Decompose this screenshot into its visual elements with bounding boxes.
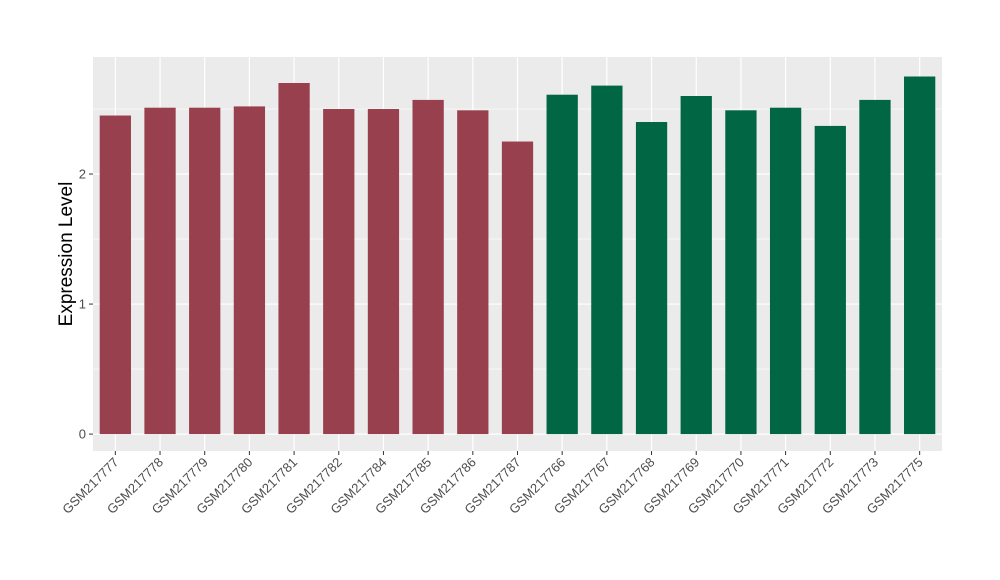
y-axis: 0 1 2 <box>79 167 93 442</box>
bar <box>635 122 668 435</box>
bar <box>546 94 578 435</box>
bar <box>769 107 802 435</box>
y-tick-label: 2 <box>79 167 86 182</box>
bar <box>278 83 310 435</box>
y-tick-label: 1 <box>79 297 86 312</box>
bar <box>725 110 757 435</box>
bar <box>859 99 891 435</box>
bar <box>680 96 712 435</box>
bar <box>189 107 221 435</box>
bar <box>591 85 623 435</box>
bar <box>233 106 266 435</box>
x-axis: GSM217777GSM217778GSM217779GSM217780GSM2… <box>59 451 926 517</box>
bar <box>367 109 400 435</box>
bar <box>323 109 355 435</box>
bar <box>99 115 131 435</box>
bar <box>904 76 936 435</box>
y-tick-label: 0 <box>79 427 86 442</box>
bar <box>501 141 534 435</box>
bars <box>99 76 936 435</box>
bar <box>412 99 444 435</box>
bar <box>144 107 176 435</box>
bar <box>814 125 846 435</box>
bar <box>457 110 489 435</box>
y-axis-title: Expression Level <box>56 182 77 327</box>
